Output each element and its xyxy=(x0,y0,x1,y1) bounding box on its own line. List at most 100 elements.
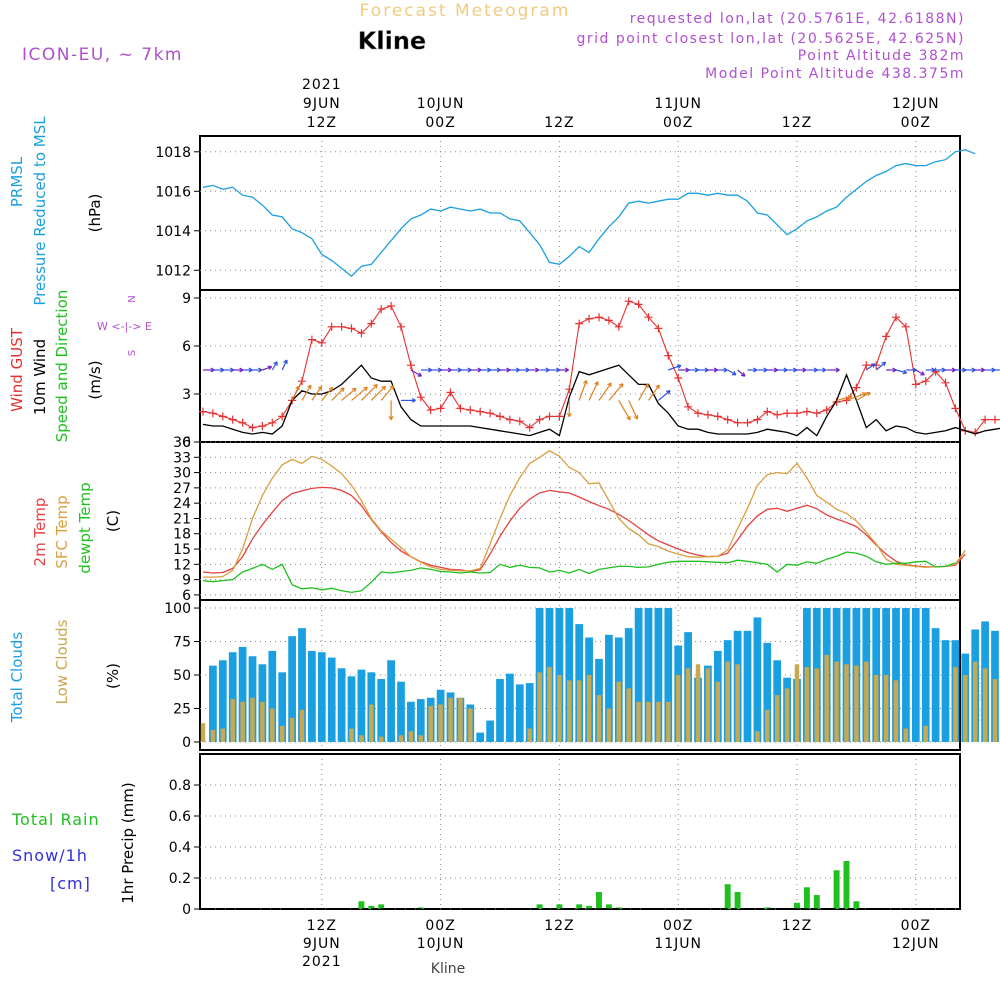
low-cloud-bar xyxy=(626,688,631,742)
pressure-label-line1: PRMSL xyxy=(8,156,26,207)
total-cloud-bar xyxy=(288,636,296,742)
wind-direction-arrowhead xyxy=(564,367,569,373)
wind-direction-arrow xyxy=(331,387,345,401)
gust-marker xyxy=(515,417,524,426)
wind-direction-arrowhead xyxy=(566,413,572,418)
low-cloud-bar xyxy=(576,680,582,742)
y-tick-label: 12 xyxy=(173,557,191,573)
gust-marker xyxy=(595,313,603,322)
wind-direction-arrowhead xyxy=(515,367,520,373)
rain-label: Total Rain xyxy=(11,810,100,829)
gust-marker xyxy=(317,338,326,347)
wind-direction-arrowhead xyxy=(892,367,897,373)
rain-bar xyxy=(803,887,810,909)
wind-direction-arrowhead xyxy=(773,367,778,373)
total-cloud-bar xyxy=(357,669,366,742)
wind-direction-arrowhead xyxy=(881,361,887,367)
gust-marker xyxy=(802,407,811,416)
total-cloud-bar xyxy=(525,683,534,742)
bottom-time-label: 9JUN xyxy=(303,936,341,952)
y-tick-label: 0 xyxy=(182,435,191,451)
wind-direction-arrowhead xyxy=(835,367,840,373)
gust-marker xyxy=(971,428,980,437)
precip-unit: 1hr Precip (mm) xyxy=(119,782,137,903)
rain-bar xyxy=(615,907,622,909)
total-cloud-bar xyxy=(268,650,277,742)
total-cloud-bar xyxy=(397,681,405,742)
gust-marker xyxy=(694,409,702,418)
low-cloud-bar xyxy=(765,709,770,742)
top-time-label: 00Z xyxy=(425,115,455,131)
wind-direction-arrowhead xyxy=(373,383,378,389)
wind-direction-arrow xyxy=(341,387,357,401)
gust-marker xyxy=(258,422,267,430)
gust-marker xyxy=(723,415,732,424)
total-cloud-bar xyxy=(753,617,762,742)
low-cloud-bar xyxy=(953,666,958,742)
wind-direction-arrowhead xyxy=(273,361,278,366)
gust-marker xyxy=(397,322,405,331)
y-tick-label: 0 xyxy=(182,735,191,751)
total-cloud-bar xyxy=(278,672,287,742)
low-cloud-bar xyxy=(982,668,988,742)
temp-unit: (C) xyxy=(104,510,122,532)
gust-marker xyxy=(674,374,683,382)
gust-marker xyxy=(773,410,782,419)
top-time-label: 12Z xyxy=(782,115,812,131)
total-cloud-bar xyxy=(298,628,306,742)
gust-marker xyxy=(486,409,495,418)
low-cloud-bar xyxy=(725,661,730,742)
low-cloud-bar xyxy=(369,704,374,742)
low-cloud-bar xyxy=(784,688,790,742)
low-cloud-bar xyxy=(873,675,879,742)
wind-direction-arrowhead xyxy=(694,367,699,373)
bottom-time-label: 12JUN xyxy=(892,936,940,952)
wind-direction-arrow xyxy=(875,361,886,371)
bottom-time-label: 00Z xyxy=(425,918,455,934)
wind-direction-arrowhead xyxy=(847,394,853,400)
rain-bar xyxy=(853,901,860,909)
low-cloud-bar xyxy=(834,661,839,742)
gust-marker xyxy=(941,378,950,387)
rain-bar xyxy=(764,907,771,909)
dewpt-label: dewpt Temp xyxy=(76,482,94,573)
gust-marker xyxy=(911,380,920,389)
gust-marker xyxy=(892,313,900,322)
gust-marker xyxy=(456,404,465,413)
gust-marker xyxy=(921,377,930,386)
gust-marker xyxy=(525,423,534,432)
compass-legend: N W <-|-> E S xyxy=(97,295,152,356)
total-cloud-bar xyxy=(476,732,485,742)
low-cloud-bar xyxy=(992,679,998,742)
rain-bar xyxy=(605,904,612,909)
low-cloud-bar xyxy=(547,666,552,742)
wind-direction-arrow xyxy=(588,381,599,401)
low-cloud-bar xyxy=(260,701,265,742)
total-cloud-bar xyxy=(238,646,247,742)
wind-direction-arrowhead xyxy=(626,415,631,421)
wind-direction-arrow xyxy=(668,364,682,371)
y-tick-label: 0.6 xyxy=(169,809,191,825)
gust-marker xyxy=(347,324,356,333)
gust-marker xyxy=(337,322,346,331)
y-tick-label: 0 xyxy=(182,902,191,918)
bottom-time-label: 00Z xyxy=(663,918,693,934)
low-cloud-bar xyxy=(844,664,849,742)
gust-marker xyxy=(575,319,584,328)
wind-direction-arrowhead xyxy=(607,382,612,388)
y-tick-label: 1014 xyxy=(155,224,191,240)
gust-marker xyxy=(654,324,663,333)
low-cloud-bar xyxy=(893,680,899,742)
gust-marker xyxy=(446,388,455,397)
y-tick-label: 9 xyxy=(182,291,191,307)
low-cloud-bar xyxy=(675,675,681,742)
wind-direction-arrow xyxy=(628,400,638,420)
gust-marker xyxy=(951,404,960,413)
y-tick-label: 25 xyxy=(173,701,191,717)
total-clouds-label: Total Clouds xyxy=(8,632,26,724)
low-cloud-bar xyxy=(250,697,255,742)
gust-marker xyxy=(713,412,722,421)
low-cloud-bar xyxy=(458,697,463,742)
low-cloud-bar xyxy=(230,699,235,742)
